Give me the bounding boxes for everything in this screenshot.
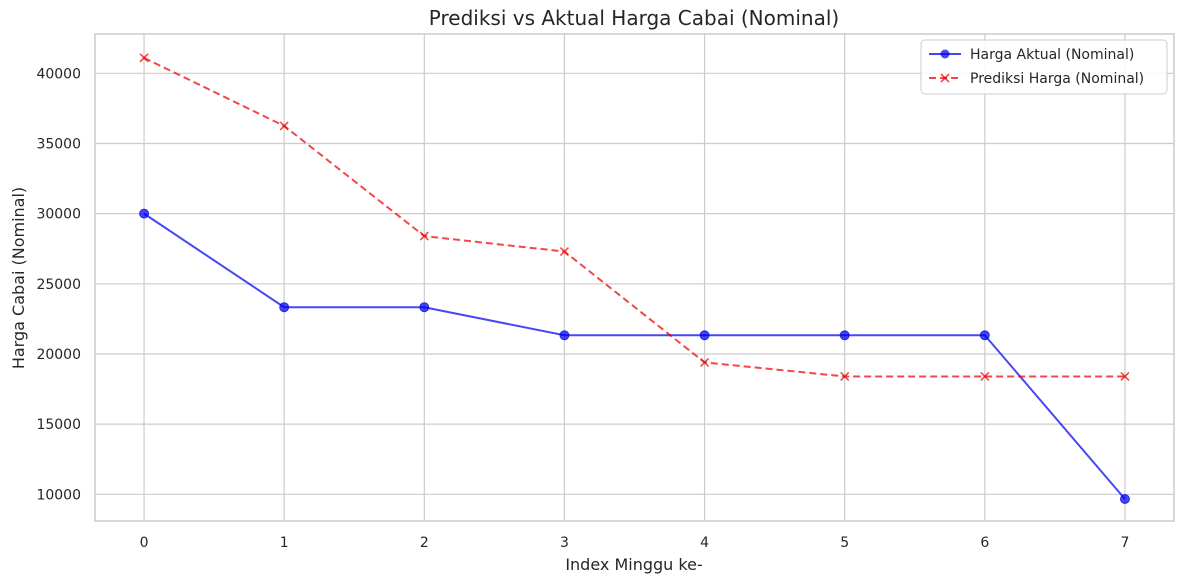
legend-label: Harga Aktual (Nominal)	[970, 47, 1134, 63]
y-tick-label: 40000	[36, 66, 81, 82]
grid	[95, 34, 1174, 521]
legend-box	[920, 39, 1168, 95]
series-layer	[139, 53, 1130, 505]
chart-title: Prediksi vs Aktual Harga Cabai (Nominal)	[429, 6, 839, 30]
y-tick-label: 10000	[36, 487, 81, 503]
data-point	[419, 302, 430, 313]
x-tick-label: 1	[280, 535, 289, 551]
data-point	[279, 121, 289, 131]
data-point	[980, 371, 990, 382]
y-ticks: 10000 15000 20000 25000 30000 35000 40000	[36, 66, 81, 503]
legend-marker	[940, 49, 950, 59]
legend-label: Prediksi Harga (Nominal)	[970, 71, 1144, 87]
x-tick-label: 3	[560, 535, 569, 551]
x-axis-label: Index Minggu ke-	[565, 555, 702, 574]
x-tick-label: 6	[980, 535, 989, 551]
data-point	[1120, 371, 1130, 382]
data-point	[559, 330, 570, 341]
y-tick-label: 20000	[36, 347, 81, 363]
y-tick-label: 35000	[36, 136, 81, 152]
plot-frame	[94, 33, 1175, 522]
data-point	[699, 330, 710, 341]
x-ticks: 0 1 2 3 4 5 6 7	[140, 535, 1130, 551]
x-tick-label: 2	[420, 535, 429, 551]
data-point	[139, 53, 149, 63]
x-tick-label: 5	[840, 535, 849, 551]
x-tick-label: 4	[700, 535, 709, 551]
data-point	[839, 330, 850, 341]
data-point	[419, 231, 429, 241]
legend-entry: Harga Aktual (Nominal)	[929, 47, 1134, 63]
data-point	[699, 357, 710, 367]
data-point	[559, 246, 570, 257]
series-line-0	[143, 212, 1126, 500]
y-tick-label: 15000	[36, 417, 81, 433]
data-point	[279, 302, 290, 313]
legend-entry: Prediksi Harga (Nominal)	[929, 71, 1144, 87]
y-tick-label: 25000	[36, 277, 81, 293]
data-point	[1119, 494, 1130, 505]
data-point	[979, 330, 990, 341]
x-tick-label: 7	[1120, 535, 1129, 551]
data-point	[840, 371, 850, 382]
y-axis-label: Harga Cabai (Nominal)	[9, 187, 28, 369]
data-point	[139, 208, 150, 219]
x-tick-label: 0	[140, 535, 149, 551]
y-tick-label: 30000	[36, 207, 81, 223]
series-line-1	[143, 56, 1125, 378]
legend: Harga Aktual (Nominal) Prediksi Harga (No…	[920, 39, 1168, 95]
